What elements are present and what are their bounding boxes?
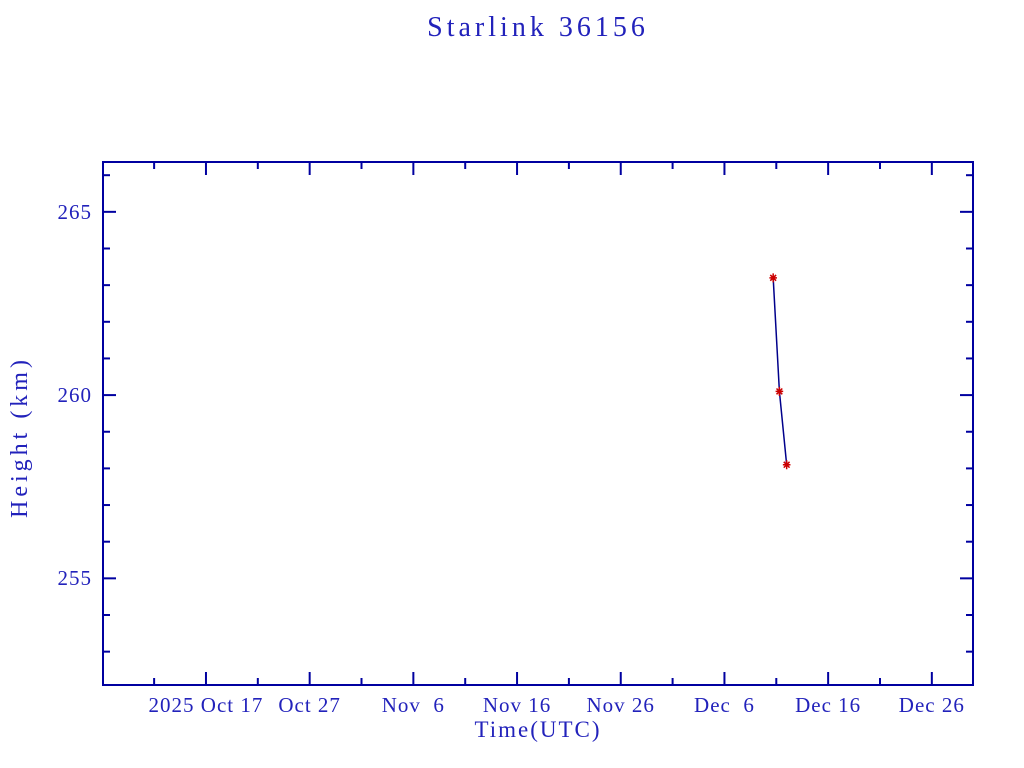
plot-frame (102, 161, 974, 686)
data-point-marker (775, 386, 784, 396)
y-tick-label: 265 (57, 199, 92, 224)
data-point-marker (782, 460, 791, 470)
x-tick-label: Dec 6 (694, 693, 755, 717)
x-tick-label: Dec 16 (795, 693, 862, 717)
data-line (772, 277, 788, 465)
x-tick-label: Oct 27 (278, 693, 341, 717)
x-tick-label: Dec 26 (898, 693, 965, 717)
x-tick-label: 2025 Oct 17 (148, 693, 264, 717)
x-tick-label: Nov 6 (381, 693, 445, 717)
x-axis-label: Time(UTC) (474, 717, 602, 742)
x-tick-label: Nov 26 (586, 693, 655, 717)
data-point-marker (769, 273, 777, 283)
chart-title: Starlink 36156 (427, 12, 649, 43)
y-tick-label: 255 (57, 566, 92, 591)
y-tick-label: 260 (57, 383, 92, 408)
x-tick-label: Nov 16 (482, 693, 552, 717)
